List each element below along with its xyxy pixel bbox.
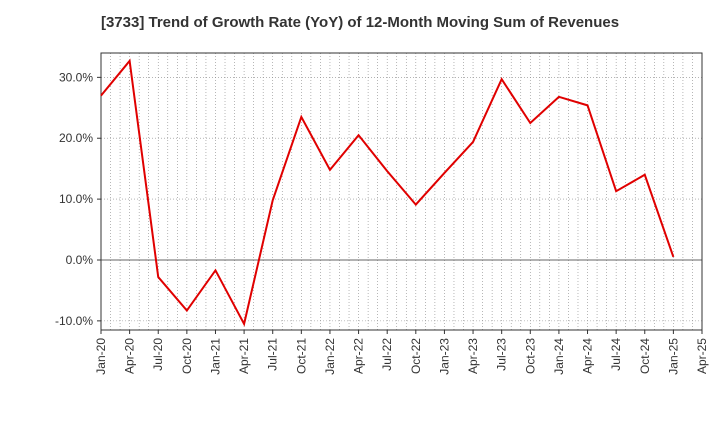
x-tick-label: Jan-20 [94, 338, 108, 375]
x-tick-label: Jul-24 [609, 338, 623, 371]
x-tick-label: Oct-20 [180, 338, 194, 374]
x-tick-label: Jul-22 [380, 338, 394, 371]
x-tick-label: Jan-22 [323, 338, 337, 375]
x-tick-label: Oct-21 [294, 338, 308, 374]
chart-title: [3733] Trend of Growth Rate (YoY) of 12-… [100, 14, 620, 31]
y-tick-label: 0.0% [66, 253, 94, 267]
x-tick-label: Oct-23 [523, 338, 537, 374]
plot-border [100, 52, 703, 331]
y-tick-label: 20.0% [59, 131, 93, 145]
x-tick-label: Jan-21 [208, 338, 222, 375]
x-tick-label: Jan-25 [666, 338, 680, 375]
x-tick-label: Oct-22 [409, 338, 423, 374]
y-tick-label: -10.0% [55, 314, 93, 328]
x-tick-label: Jul-20 [151, 338, 165, 371]
x-tick-label: Jan-23 [437, 338, 451, 375]
x-tick-label: Oct-24 [638, 338, 652, 374]
y-tick-label: 10.0% [59, 192, 93, 206]
x-tick-label: Jul-23 [495, 338, 509, 371]
x-tick-label: Apr-25 [695, 338, 709, 374]
x-tick-label: Apr-22 [352, 338, 366, 374]
x-tick-label: Apr-21 [237, 338, 251, 374]
x-tick-label: Jul-21 [266, 338, 280, 371]
x-tick-label: Jan-24 [552, 338, 566, 375]
y-tick-label: 30.0% [59, 70, 93, 84]
x-tick-label: Apr-24 [581, 338, 595, 374]
x-tick-label: Apr-23 [466, 338, 480, 374]
x-tick-label: Apr-20 [123, 338, 137, 374]
